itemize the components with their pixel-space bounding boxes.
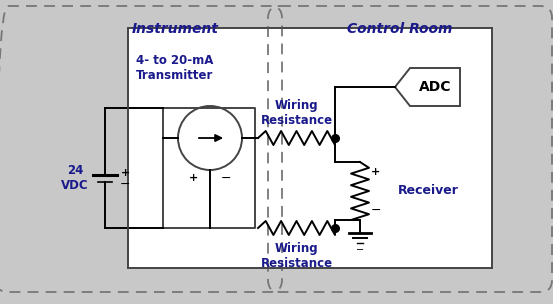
Text: ADC: ADC: [419, 80, 452, 94]
Text: −: −: [221, 171, 231, 185]
Text: −: −: [371, 203, 381, 216]
FancyBboxPatch shape: [128, 28, 492, 268]
Polygon shape: [395, 68, 460, 106]
Text: Instrument: Instrument: [132, 22, 218, 36]
Circle shape: [178, 106, 242, 170]
Text: 24
VDC: 24 VDC: [61, 164, 89, 192]
Text: +: +: [121, 168, 129, 178]
Text: 4- to 20-mA
Transmitter: 4- to 20-mA Transmitter: [136, 54, 213, 82]
Text: Receiver: Receiver: [398, 185, 459, 198]
Text: +: +: [372, 167, 380, 177]
Text: Control Room: Control Room: [347, 22, 453, 36]
Text: Wiring
Resistance: Wiring Resistance: [260, 99, 332, 127]
Text: −: −: [356, 245, 364, 255]
Text: −: −: [120, 178, 131, 191]
Text: +: +: [189, 173, 199, 183]
Text: Wiring
Resistance: Wiring Resistance: [260, 242, 332, 270]
